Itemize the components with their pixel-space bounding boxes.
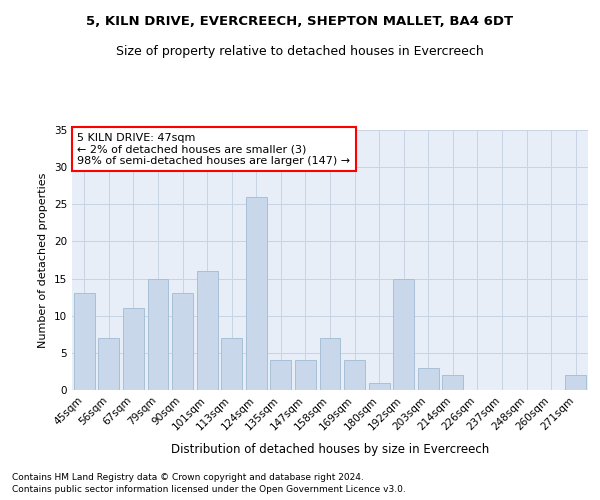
Bar xyxy=(368,382,389,390)
Bar xyxy=(74,294,95,390)
Text: Contains HM Land Registry data © Crown copyright and database right 2024.: Contains HM Land Registry data © Crown c… xyxy=(12,472,364,482)
Bar xyxy=(221,338,242,390)
Text: Contains public sector information licensed under the Open Government Licence v3: Contains public sector information licen… xyxy=(12,485,406,494)
Bar xyxy=(442,375,463,390)
Bar xyxy=(172,294,193,390)
Bar xyxy=(320,338,340,390)
Y-axis label: Number of detached properties: Number of detached properties xyxy=(38,172,49,348)
Bar xyxy=(295,360,316,390)
Text: 5, KILN DRIVE, EVERCREECH, SHEPTON MALLET, BA4 6DT: 5, KILN DRIVE, EVERCREECH, SHEPTON MALLE… xyxy=(86,15,514,28)
Bar xyxy=(418,368,439,390)
Bar xyxy=(393,278,414,390)
Bar xyxy=(565,375,586,390)
Bar xyxy=(344,360,365,390)
Bar xyxy=(98,338,119,390)
Text: Size of property relative to detached houses in Evercreech: Size of property relative to detached ho… xyxy=(116,45,484,58)
Bar xyxy=(148,278,169,390)
Text: 5 KILN DRIVE: 47sqm
← 2% of detached houses are smaller (3)
98% of semi-detached: 5 KILN DRIVE: 47sqm ← 2% of detached hou… xyxy=(77,132,350,166)
Bar xyxy=(197,271,218,390)
Bar xyxy=(271,360,292,390)
Bar xyxy=(123,308,144,390)
Bar xyxy=(246,197,267,390)
Text: Distribution of detached houses by size in Evercreech: Distribution of detached houses by size … xyxy=(171,442,489,456)
